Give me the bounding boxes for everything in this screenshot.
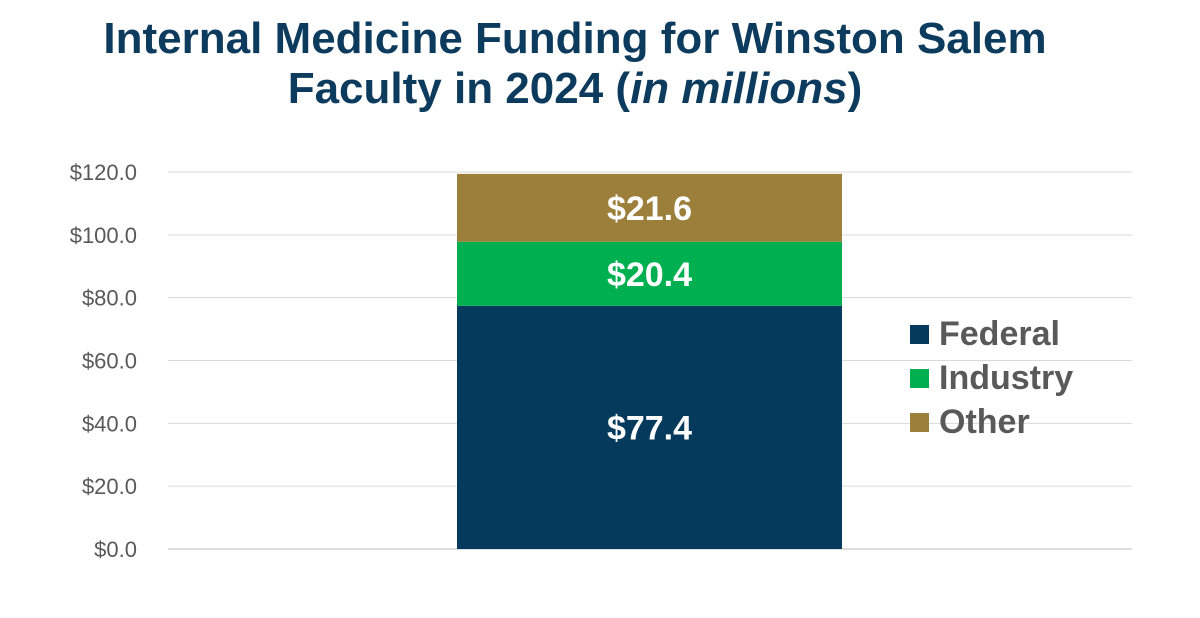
bar-segment-other bbox=[457, 173, 842, 242]
y-tick-label: $100.0 bbox=[70, 223, 137, 248]
bar-segments bbox=[457, 173, 842, 549]
legend: Federal Industry Other bbox=[910, 312, 1073, 444]
chart-title: Internal Medicine Funding for Winston Sa… bbox=[0, 14, 1150, 114]
y-axis-tick-labels: $0.0 $20.0 $40.0 $60.0 $80.0 $100.0 $120.0 bbox=[70, 160, 137, 562]
data-label-other: $21.6 bbox=[607, 190, 692, 228]
y-tick-label: $120.0 bbox=[70, 160, 137, 185]
data-label-federal: $77.4 bbox=[607, 409, 692, 447]
y-tick-label: $80.0 bbox=[82, 286, 137, 311]
legend-swatch bbox=[910, 324, 929, 344]
y-tick-label: $0.0 bbox=[94, 537, 137, 562]
chart-title-line-1: Internal Medicine Funding for Winston Sa… bbox=[103, 14, 1047, 63]
chart-title-suffix: ) bbox=[847, 64, 863, 113]
legend-item-industry: Industry bbox=[910, 356, 1073, 400]
legend-label: Federal bbox=[939, 314, 1060, 353]
legend-item-federal: Federal bbox=[910, 312, 1073, 356]
legend-swatch bbox=[910, 412, 929, 432]
y-tick-label: $40.0 bbox=[82, 411, 137, 436]
chart-title-line-2: Faculty in 2024 (in millions) bbox=[0, 64, 1150, 114]
data-labels: $77.4 $20.4 $21.6 bbox=[607, 190, 692, 448]
legend-swatch bbox=[910, 368, 929, 388]
legend-label: Industry bbox=[939, 358, 1074, 397]
legend-item-other: Other bbox=[910, 400, 1073, 444]
y-tick-label: $60.0 bbox=[82, 349, 137, 374]
y-tick-label: $20.0 bbox=[82, 474, 137, 499]
data-label-industry: $20.4 bbox=[607, 256, 692, 294]
bar-segment-federal bbox=[457, 305, 842, 549]
chart-title-prefix: Faculty in 2024 ( bbox=[287, 64, 631, 113]
chart-title-italic: in millions bbox=[630, 64, 848, 113]
bar-segment-industry bbox=[457, 241, 842, 306]
legend-label: Other bbox=[939, 402, 1030, 441]
